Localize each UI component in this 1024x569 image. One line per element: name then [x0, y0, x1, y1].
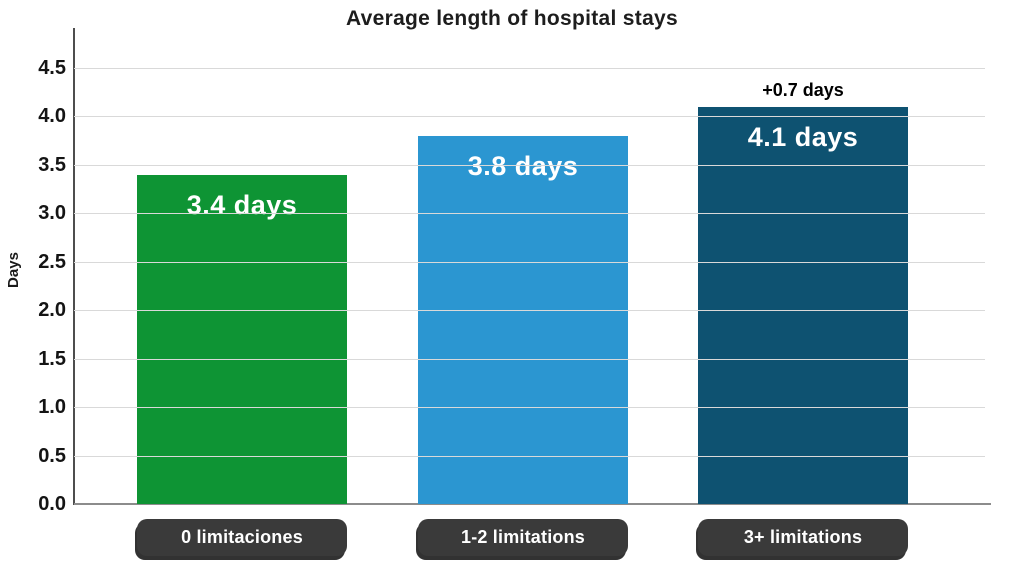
- y-tick-label: 4.5: [38, 57, 66, 79]
- gridline: [74, 407, 985, 409]
- difference-annotation: +0.7 days: [762, 80, 844, 100]
- gridline: [74, 213, 985, 215]
- gridline: [74, 261, 985, 263]
- plot-area: 3.4 days 3.8 days 4.1 days: [74, 68, 985, 504]
- y-tick-label: 0.0: [38, 493, 66, 515]
- bar-value-label: 3.4 days: [186, 189, 298, 220]
- bar-3plus-limitations: 4.1 days: [698, 106, 908, 504]
- y-tick-label: 2.5: [38, 250, 66, 273]
- gridline: [74, 68, 985, 69]
- gridline: [74, 358, 985, 360]
- bar-value-label: 4.1 days: [747, 121, 859, 152]
- category-label-3plus-limitations: 3+ limitations: [698, 519, 908, 556]
- y-tick-label: 4.0: [38, 105, 66, 128]
- category-label-0-limitaciones: 0 limitaciones: [137, 519, 347, 556]
- y-tick-label: 0.5: [38, 444, 66, 467]
- y-axis-line: [73, 28, 75, 505]
- y-tick-label: 2.0: [38, 299, 66, 322]
- bar-0-limitaciones: 3.4 days: [137, 174, 347, 504]
- bar-1-2-limitations: 3.8 days: [418, 135, 628, 504]
- chart-title: Average length of hospital stays: [345, 7, 679, 30]
- gridline: [74, 116, 985, 118]
- x-axis-baseline: [74, 503, 991, 505]
- y-tick-label: 1.5: [38, 347, 66, 370]
- category-label-1-2-limitations: 1-2 limitations: [418, 519, 628, 556]
- gridline: [74, 164, 985, 166]
- gridline: [74, 310, 985, 312]
- y-tick-label: 1.0: [38, 396, 66, 419]
- y-tick-label: 3.5: [38, 153, 66, 176]
- y-tick-label: 3.0: [38, 202, 66, 225]
- gridline: [74, 455, 985, 457]
- bar-value-label: 3.8 days: [467, 150, 579, 181]
